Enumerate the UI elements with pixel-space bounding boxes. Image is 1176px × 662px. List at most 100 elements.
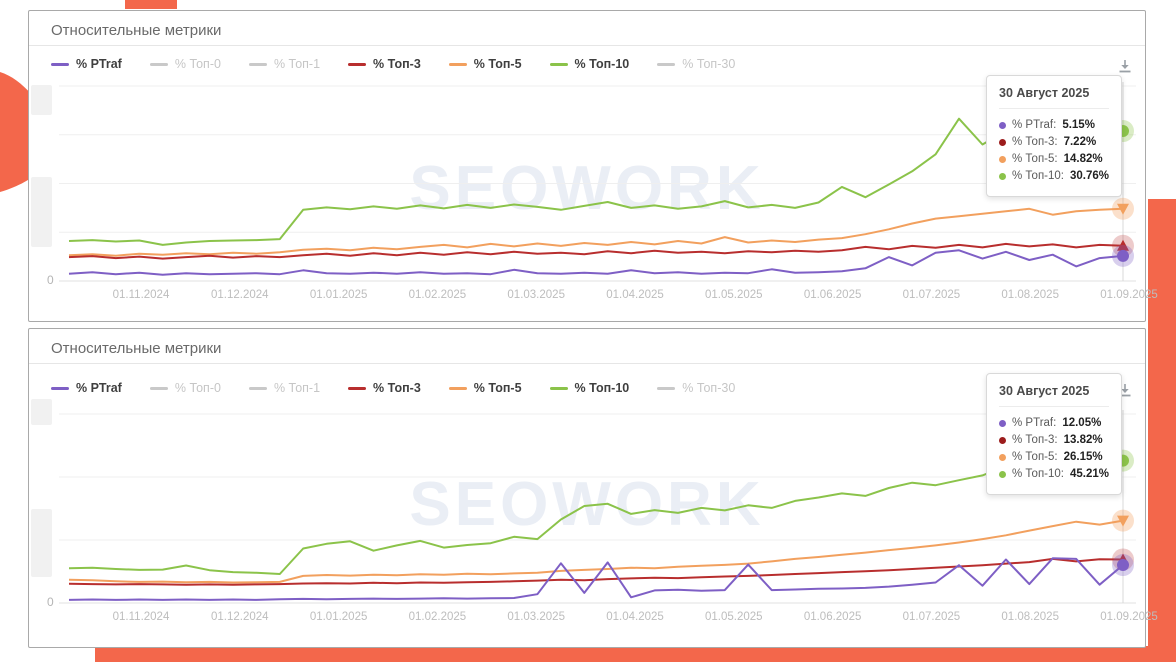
series-line-топ-5 [68,207,1124,257]
tooltip-series-value: 45.21% [1070,468,1110,480]
x-axis-label: 01.06.2025 [803,611,862,623]
series-line-топ-10 [68,113,1124,246]
x-axis-label: 01.05.2025 [705,611,763,623]
legend-item-топ-1[interactable]: % Топ-1 [248,57,320,71]
tooltip-series-dot [999,139,1006,146]
x-axis-label: 01.11.2024 [112,289,170,301]
tooltip-series-label: % PTraf: [1012,417,1057,429]
tooltip-date: 30 Август 2025 [999,384,1090,398]
x-axis-label: 01.02.2025 [408,611,467,623]
legend-item-топ-10[interactable]: % Топ-10 [549,381,630,395]
legend: % PTraf % Топ-0 % Топ-1 % Топ-3 % Топ-5 % Топ… [51,381,735,395]
redacted-y-label [31,399,52,425]
tooltip-series-value: 26.15% [1063,451,1103,463]
tooltip-date: 30 Август 2025 [999,86,1090,100]
legend-label: % Топ-5 [473,57,522,71]
tooltip-series-value: 7.22% [1063,136,1097,148]
legend-item-топ-30[interactable]: % Топ-30 [657,381,735,395]
tooltip-series-dot [999,437,1006,444]
legend-swatch [549,62,568,66]
x-axis-label: 01.09.2025 [1100,289,1158,301]
tooltip-row: % PTraf: 5.15% [999,117,1109,134]
legend-swatch [657,62,676,66]
plot-area[interactable]: 0 01.11.2024 01.12.2024 01.01.2025 01.02.202… [29,11,1158,323]
divider [29,363,1145,364]
download-icon[interactable] [1115,57,1135,82]
x-axis-label: 01.03.2025 [507,289,565,301]
legend-item-топ-1[interactable]: % Топ-1 [248,381,320,395]
legend-label: % Топ-10 [574,381,630,395]
tooltip-series-dot [999,156,1006,163]
tooltip-series-dot [999,173,1006,180]
divider [999,406,1110,407]
legend-label: % Топ-30 [682,57,736,71]
x-axis-label: 01.06.2025 [803,289,862,301]
tooltip-series-dot [999,420,1006,427]
tooltip-series-dot [999,471,1006,478]
legend-item-ptraf[interactable]: % PTraf [51,381,122,395]
chart-title: Относительные метрики [51,22,222,39]
tooltip-series-label: % Топ-5: [1012,153,1058,165]
decorative-orange-block-right [1148,199,1176,662]
plot-area[interactable]: 0 01.11.2024 01.12.2024 01.01.2025 01.02.202… [29,329,1158,649]
redacted-y-label [31,509,52,577]
divider [29,45,1145,46]
tooltip-row: % Топ-5: 14.82% [999,151,1109,168]
x-axis-label: 01.01.2025 [309,611,368,623]
tooltip-series-value: 5.15% [1062,119,1095,131]
x-axis-label: 01.01.2025 [309,289,368,301]
series-line-ptraf [68,249,1124,276]
series-line-топ-10 [68,456,1124,575]
legend-swatch [51,62,69,66]
line-chart [59,410,1136,604]
legend-item-ptraf[interactable]: % PTraf [51,57,122,71]
legend-item-топ-5[interactable]: % Топ-5 [448,381,522,395]
series-line-топ-5 [68,519,1124,584]
legend-swatch [149,386,168,390]
legend: % PTraf % Топ-0 % Топ-1 % Топ-3 % Топ-5 % Топ… [51,57,735,71]
legend-label: % Топ-30 [682,381,736,395]
redacted-y-label [31,85,52,115]
x-axis-label: 01.09.2025 [1100,611,1158,623]
legend-item-топ-0[interactable]: % Топ-0 [149,57,221,71]
end-marker-ptraf [1117,559,1129,572]
hover-tooltip: 30 Август 2025 % PTraf: 5.15% % Топ-3: 7.… [986,75,1123,197]
x-axis-label: 01.12.2024 [211,289,269,301]
x-axis-label: 01.04.2025 [606,611,664,623]
seowork-watermark: SEOWORK [409,470,765,539]
legend-item-топ-30[interactable]: % Топ-30 [657,57,735,71]
x-axis-label: 01.05.2025 [705,289,763,301]
tooltip-row: % Топ-5: 26.15% [999,449,1109,466]
x-axis-label: 01.12.2024 [211,611,269,623]
y-axis-zero-label: 0 [47,273,54,287]
legend-item-топ-3[interactable]: % Топ-3 [348,381,421,395]
legend-item-топ-5[interactable]: % Топ-5 [448,57,522,71]
tooltip-series-value: 30.76% [1070,170,1110,182]
x-axis-label: 01.08.2025 [1001,289,1059,301]
end-marker-топ-5 [1117,515,1129,527]
x-axis-label: 01.03.2025 [507,611,565,623]
legend-label: % Топ-0 [174,381,221,395]
tooltip-row: % Топ-10: 45.21% [999,466,1109,483]
line-chart [59,82,1136,282]
legend-item-топ-10[interactable]: % Топ-10 [549,57,629,71]
legend-item-топ-0[interactable]: % Топ-0 [149,381,221,395]
tooltip-series-label: % Топ-3: [1012,434,1058,446]
seowork-watermark: SEOWORK [409,154,765,223]
legend-label: % PTraf [76,57,122,71]
series-line-топ-3 [68,242,1124,260]
tooltip-series-label: % Топ-3: [1012,136,1058,148]
tooltip-series-label: % Топ-10: [1012,170,1064,182]
y-axis-zero-label: 0 [47,595,54,609]
legend-swatch [448,62,467,66]
tooltip-series-value: 12.05% [1062,417,1102,429]
decorative-orange-strip-top [125,0,177,9]
series-line-ptraf [68,557,1124,601]
tooltip-series-dot [999,454,1006,461]
legend-item-топ-3[interactable]: % Топ-3 [348,57,421,71]
tooltip-series-label: % Топ-10: [1012,468,1064,480]
relative-metrics-card-1: Относительные метрики % PTraf % Топ-0 % То… [28,10,1158,323]
x-axis-label: 01.04.2025 [606,289,664,301]
x-axis-label: 01.08.2025 [1001,611,1059,623]
